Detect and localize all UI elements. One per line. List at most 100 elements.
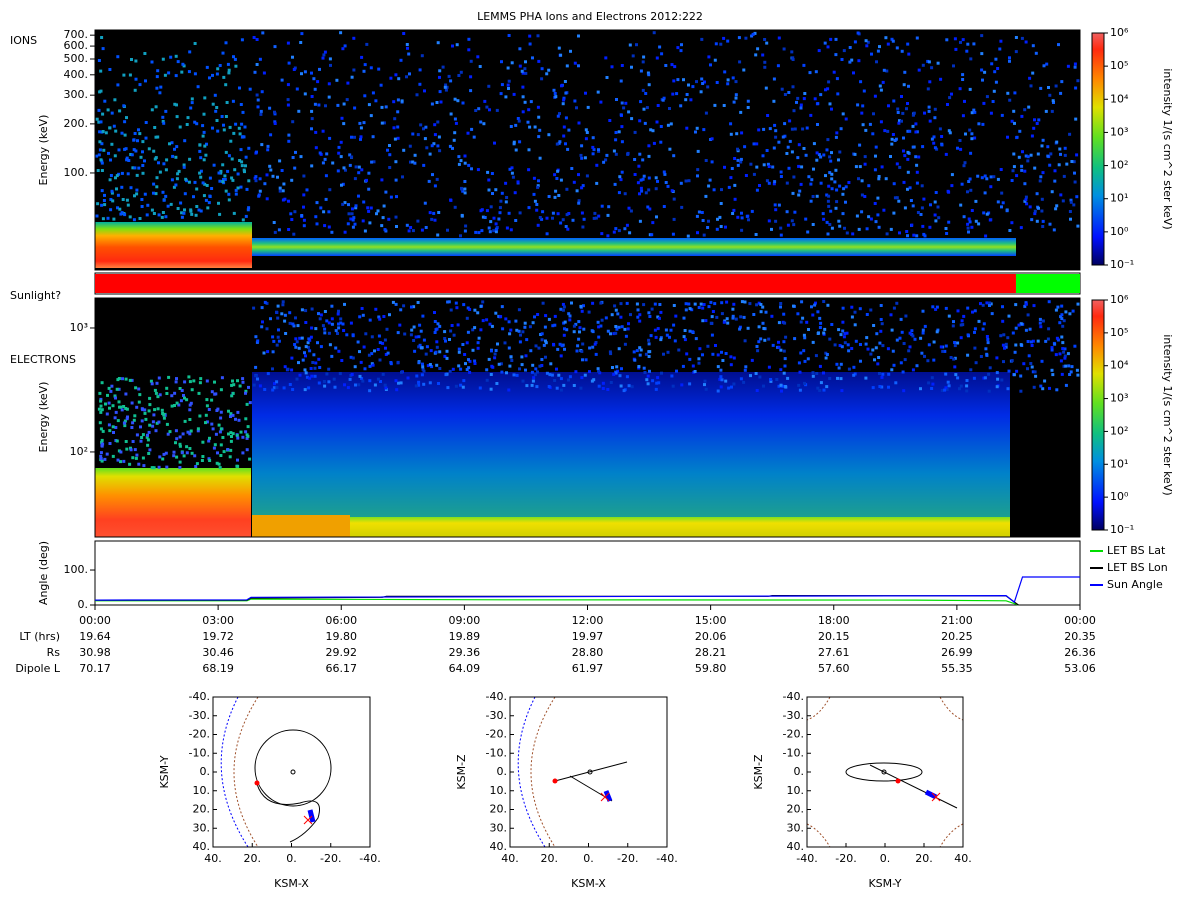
- speckle: [1048, 222, 1052, 226]
- speckle: [679, 104, 683, 108]
- speckle: [842, 187, 846, 191]
- speckle: [657, 381, 661, 385]
- speckle: [562, 333, 566, 337]
- speckle: [977, 319, 981, 323]
- speckle: [153, 408, 157, 412]
- speckle: [368, 221, 372, 225]
- speckle: [500, 60, 503, 64]
- speckle: [155, 176, 159, 180]
- speckle: [580, 309, 584, 313]
- row-value: 20.15: [818, 630, 850, 643]
- speckle: [1020, 36, 1024, 40]
- speckle: [835, 362, 839, 366]
- speckle: [624, 334, 628, 338]
- speckle: [99, 158, 103, 162]
- speckle: [358, 350, 361, 354]
- speckle: [1014, 343, 1018, 347]
- speckle: [921, 331, 925, 335]
- speckle: [196, 429, 200, 433]
- speckle: [1061, 347, 1065, 351]
- speckle: [825, 220, 829, 224]
- speckle: [542, 343, 546, 347]
- speckle: [1011, 169, 1015, 173]
- speckle: [128, 462, 132, 466]
- speckle: [271, 367, 274, 371]
- speckle: [599, 301, 603, 305]
- speckle: [97, 407, 101, 411]
- speckle: [533, 199, 537, 203]
- speckle: [615, 327, 619, 331]
- speckle: [921, 309, 925, 313]
- speckle: [1076, 373, 1080, 377]
- y-tick-label: -20.: [783, 728, 804, 741]
- speckle: [944, 227, 948, 230]
- speckle: [132, 138, 136, 142]
- speckle: [498, 206, 502, 210]
- speckle: [681, 364, 685, 368]
- speckle: [691, 364, 695, 368]
- speckle: [620, 64, 624, 67]
- speckle: [740, 131, 744, 135]
- speckle: [759, 303, 763, 306]
- speckle: [215, 72, 219, 76]
- speckle: [315, 222, 319, 226]
- speckle: [953, 356, 957, 360]
- y-tick-label: 10.: [193, 784, 211, 797]
- speckle: [528, 42, 532, 46]
- speckle: [877, 356, 881, 359]
- speckle: [962, 215, 966, 219]
- speckle: [283, 319, 287, 323]
- speckle: [727, 185, 731, 189]
- speckle: [518, 140, 522, 144]
- speckle: [790, 219, 794, 223]
- speckle: [1073, 62, 1077, 66]
- speckle: [640, 189, 644, 193]
- speckle: [596, 367, 600, 371]
- speckle: [779, 302, 783, 305]
- speckle: [530, 370, 534, 374]
- speckle: [238, 384, 242, 388]
- speckle: [240, 160, 244, 164]
- speckle: [367, 187, 371, 191]
- speckle: [1068, 132, 1072, 136]
- speckle: [281, 189, 285, 193]
- speckle: [644, 191, 648, 195]
- speckle: [1006, 135, 1009, 139]
- speckle: [436, 120, 440, 124]
- speckle: [148, 403, 152, 407]
- speckle: [453, 131, 457, 135]
- speckle: [674, 314, 678, 318]
- speckle: [571, 218, 575, 222]
- x-tick-label: 12:00: [572, 614, 604, 627]
- speckle: [962, 164, 966, 168]
- speckle: [110, 384, 114, 388]
- speckle: [565, 64, 569, 68]
- speckle: [613, 304, 617, 308]
- speckle: [655, 215, 658, 219]
- speckle: [523, 67, 527, 71]
- speckle: [202, 130, 206, 134]
- speckle: [538, 364, 542, 368]
- speckle: [244, 214, 248, 218]
- speckle: [141, 164, 145, 167]
- speckle: [830, 323, 834, 326]
- speckle: [223, 174, 227, 178]
- speckle: [394, 215, 398, 219]
- speckle: [844, 185, 848, 189]
- speckle: [903, 70, 907, 74]
- speckle: [125, 198, 129, 202]
- speckle: [129, 153, 133, 156]
- speckle: [541, 210, 545, 214]
- speckle: [814, 301, 817, 305]
- speckle: [507, 346, 511, 350]
- speckle: [704, 387, 708, 391]
- speckle: [218, 430, 222, 434]
- speckle: [880, 385, 884, 389]
- speckle: [126, 172, 130, 176]
- speckle: [299, 41, 303, 44]
- speckle: [1054, 84, 1058, 88]
- speckle: [403, 332, 407, 336]
- speckle: [504, 181, 508, 185]
- speckle: [758, 375, 762, 379]
- speckle: [752, 172, 756, 176]
